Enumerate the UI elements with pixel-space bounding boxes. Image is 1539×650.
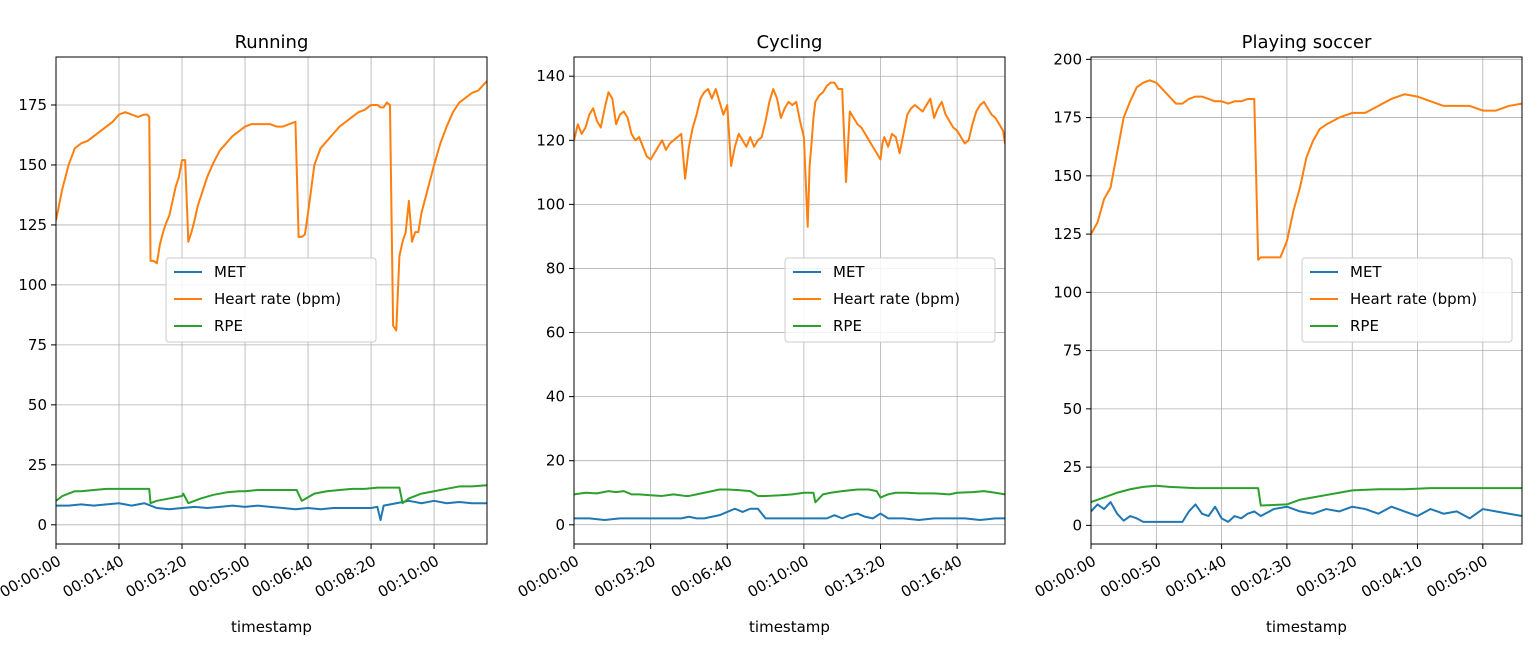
legend-entry: Heart rate (bpm)	[214, 290, 341, 308]
y-tick-label: 25	[28, 456, 47, 474]
series-group	[574, 81, 1005, 521]
legend: MET Heart rate (bpm) RPE	[165, 257, 377, 343]
y-tick-label: 0	[555, 516, 565, 534]
y-tick-label: 75	[1063, 342, 1082, 360]
x-tick-label: 00:01:40	[1162, 552, 1229, 601]
legend-box	[1301, 257, 1513, 343]
y-tick-label: 150	[1053, 167, 1082, 185]
legend-entry: RPE	[214, 317, 243, 335]
legend-entry: Heart rate (bpm)	[1350, 290, 1477, 308]
legend-entry: RPE	[1350, 317, 1379, 335]
legend-box	[784, 257, 996, 343]
chart-panel-1: 0 25 50 75 100 125 150 175 00:00:0000:01:4000:03…	[0, 32, 488, 636]
y-tick-label: 75	[28, 336, 47, 354]
plot-frame	[573, 56, 1006, 545]
series-line-rpe	[574, 488, 1005, 504]
y-tick-label: 25	[1063, 458, 1082, 476]
y-tick-label: 50	[1063, 400, 1082, 418]
y-tick-label: 175	[18, 96, 47, 114]
chart-title: Running	[235, 32, 309, 53]
chart-panel-3: 025507510012515017520000:00:0000:00:5000…	[1032, 32, 1523, 636]
x-tick-label: 00:02:30	[1228, 552, 1295, 601]
y-tick-label: 50	[28, 396, 47, 414]
y-tick-label: 0	[37, 516, 47, 534]
legend-entry: MET	[833, 263, 865, 281]
y-tick-label: 80	[546, 259, 565, 277]
x-tick-label: 00:03:20	[591, 552, 658, 601]
x-tick-label: 00:00:50	[1097, 552, 1164, 601]
legend-entry: Heart rate (bpm)	[833, 290, 960, 308]
x-tick-label: 00:10:00	[745, 552, 812, 601]
x-tick-label: 00:06:40	[249, 552, 316, 601]
y-tick-label: 40	[546, 388, 565, 406]
series-line-met	[56, 499, 487, 522]
series-line-heart-rate-bpm	[56, 80, 487, 332]
x-tick-label: 00:03:20	[123, 552, 190, 601]
series-line-heart-rate-bpm	[1091, 79, 1522, 261]
y-tick-label: 60	[546, 324, 565, 342]
y-tick-label: 100	[536, 195, 565, 213]
x-tick-label: 00:04:10	[1358, 552, 1425, 601]
series-line-met	[1091, 501, 1522, 523]
x-tick-label: 00:08:20	[312, 552, 379, 601]
series-line-rpe	[56, 484, 487, 505]
chart-title: Playing soccer	[1242, 32, 1372, 53]
x-tick-label: 00:05:00	[1423, 552, 1490, 601]
chart-panel-2: 0 20 40 60 80 100 120 140 00:00:00 00:03:20 00:06:…	[515, 32, 1006, 636]
plot-frame	[1090, 56, 1523, 545]
series-line-met	[574, 507, 1005, 521]
y-tick-label: 125	[18, 216, 47, 234]
x-axis-label: timestamp	[1266, 618, 1347, 636]
series-group	[56, 80, 487, 522]
y-tick-label: 20	[546, 452, 565, 470]
chart-title: Cycling	[757, 32, 823, 53]
x-tick-label: 00:01:40	[60, 552, 127, 601]
x-tick-label: 00:10:00	[375, 552, 442, 601]
x-tick-label: 00:00:00	[1032, 552, 1099, 601]
x-tick-label: 00:00:00	[0, 552, 64, 601]
legend-box	[165, 257, 377, 343]
y-tick-label: 125	[1053, 225, 1082, 243]
legend: MET Heart rate (bpm) RPE	[1301, 257, 1513, 343]
y-tick-label: 100	[1053, 283, 1082, 301]
legend: MET Heart rate (bpm) RPE	[784, 257, 996, 343]
series-group	[1091, 79, 1522, 523]
x-axis-label: timestamp	[231, 618, 312, 636]
x-tick-label: 00:16:40	[898, 552, 965, 601]
legend-entry: RPE	[833, 317, 862, 335]
x-tick-label: 00:05:00	[186, 552, 253, 601]
y-tick-label: 100	[18, 276, 47, 294]
y-tick-label: 150	[18, 156, 47, 174]
x-tick-label: 00:00:00	[515, 552, 582, 601]
y-tick-label: 200	[1053, 50, 1082, 68]
x-tick-label: 00:13:20	[821, 552, 888, 601]
x-tick-label: 00:06:40	[668, 552, 735, 601]
series-line-heart-rate-bpm	[574, 81, 1005, 228]
series-line-rpe	[1091, 484, 1522, 507]
x-axis-label: timestamp	[749, 618, 830, 636]
plot-frame	[55, 56, 488, 545]
y-tick-label: 120	[536, 131, 565, 149]
y-tick-label: 175	[1053, 109, 1082, 127]
y-tick-label: 140	[536, 67, 565, 85]
y-tick-label: 0	[1072, 516, 1082, 534]
legend-entry: MET	[1350, 263, 1382, 281]
x-tick-label: 00:03:20	[1293, 552, 1360, 601]
legend-entry: MET	[214, 263, 246, 281]
